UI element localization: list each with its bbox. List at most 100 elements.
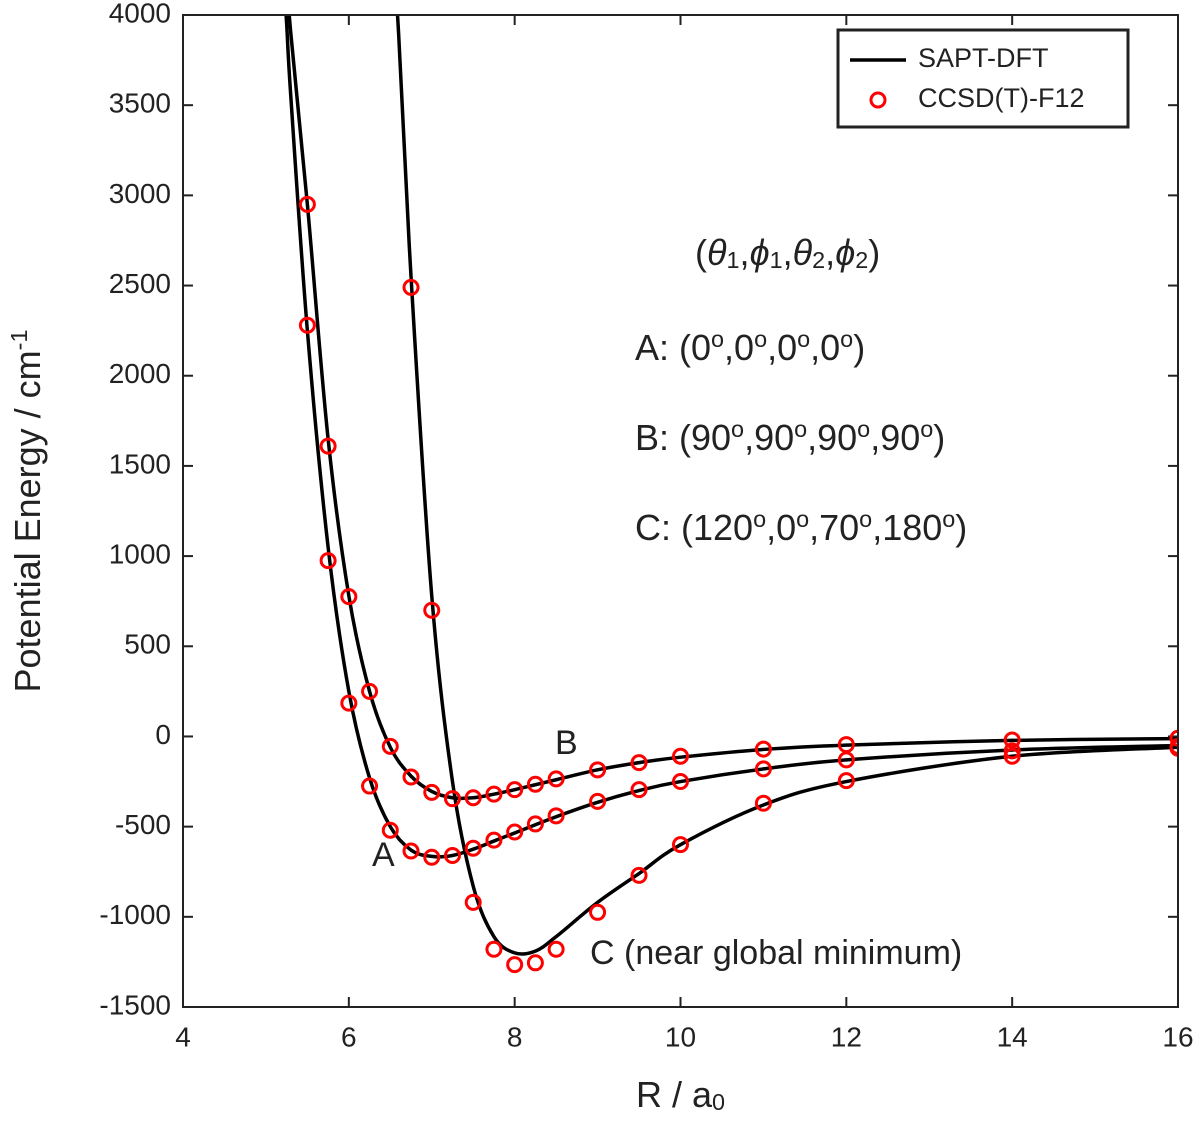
text-part: o [859, 506, 872, 532]
text-part: θ [707, 232, 727, 273]
marker [630, 781, 648, 799]
marker [1169, 739, 1178, 757]
marker [672, 747, 689, 765]
marker [672, 773, 689, 791]
plot-content [284, 15, 1178, 974]
marker [1003, 747, 1021, 765]
marker [630, 754, 648, 772]
text-part: 2 [855, 247, 868, 273]
text-part: ,0 [767, 327, 797, 368]
text-part: ) [955, 507, 967, 548]
text-part: A [372, 836, 395, 874]
marker [381, 821, 399, 839]
marker [319, 552, 337, 570]
marker [361, 682, 379, 700]
marker [589, 761, 607, 779]
text-part: Potential Energy / cm [7, 350, 48, 692]
x-tick-label: 12 [831, 1021, 862, 1052]
legend-label: SAPT-DFT [918, 43, 1049, 73]
text-part: o [794, 416, 807, 442]
text-part: ,0 [810, 327, 840, 368]
marker [298, 195, 316, 213]
annotation: (θ1,ϕ1,θ2,ϕ2) [695, 232, 880, 274]
marker [547, 770, 565, 788]
marker [1003, 742, 1021, 760]
y-tick-label: 0 [155, 719, 171, 750]
marker [464, 789, 482, 807]
marker [402, 768, 420, 786]
curve [284, 15, 1178, 859]
annotation: B: (90o,90o,90o,90o) [635, 416, 945, 458]
text-part: B: (90 [635, 417, 731, 458]
marker [1003, 731, 1021, 749]
marker [485, 831, 503, 849]
text-part: o [942, 506, 955, 532]
text-part: ( [695, 232, 707, 273]
text-part: θ [793, 232, 813, 273]
marker [423, 601, 441, 619]
legend-marker [869, 91, 887, 109]
y-tick-label: 3500 [109, 88, 171, 119]
y-tick-label: 1000 [109, 538, 171, 569]
y-tick-label: 500 [124, 629, 171, 660]
marker [340, 588, 358, 606]
text-part: , [740, 232, 750, 273]
text-part: o [920, 416, 933, 442]
y-tick-label: 3000 [109, 178, 171, 209]
marker [630, 866, 648, 884]
y-axis-label: Potential Energy / cm-1 [6, 330, 48, 693]
marker [526, 775, 544, 793]
text-part: o [796, 506, 809, 532]
text-part: ,90 [870, 417, 920, 458]
text-part: ϕ [750, 232, 770, 273]
text-part: ,90 [744, 417, 794, 458]
x-tick-label: 10 [665, 1021, 696, 1052]
text-part: o [857, 416, 870, 442]
y-tick-label: -500 [115, 809, 171, 840]
text-part: ,0 [724, 327, 754, 368]
marker [464, 893, 482, 911]
y-tick-label: -1500 [99, 989, 171, 1020]
annotation: C (near global minimum) [590, 934, 962, 972]
marker [381, 737, 399, 755]
legend-label: CCSD(T)-F12 [918, 83, 1085, 113]
marker [506, 823, 524, 841]
text-part: -1 [6, 330, 32, 351]
text-part: C (near global minimum) [590, 934, 962, 972]
text-part: , [825, 232, 835, 273]
marker [402, 842, 420, 860]
x-tick-label: 14 [997, 1021, 1028, 1052]
text-part: o [731, 416, 744, 442]
marker [402, 278, 420, 296]
marker [547, 940, 565, 958]
text-part: 0 [712, 1089, 725, 1115]
plot-area [183, 15, 1178, 1007]
marker [837, 736, 855, 754]
marker [526, 954, 544, 972]
y-tick-label: -1000 [99, 899, 171, 930]
y-tick-label: 4000 [109, 0, 171, 28]
text-part: ,90 [807, 417, 857, 458]
marker [837, 772, 855, 790]
text-part: 1 [770, 247, 783, 273]
text-part: ,0 [766, 507, 796, 548]
marker [443, 846, 461, 864]
marker [423, 783, 441, 801]
annotation: A [372, 836, 395, 874]
text-part: B [555, 724, 578, 762]
x-tick-label: 16 [1162, 1021, 1193, 1052]
text-part: ) [853, 327, 865, 368]
marker [589, 903, 607, 921]
x-tick-label: 6 [341, 1021, 357, 1052]
text-part: o [754, 326, 767, 352]
x-tick-label: 4 [175, 1021, 191, 1052]
legend-box [836, 28, 1130, 129]
annotation: C: (120o,0o,70o,180o) [635, 506, 967, 548]
marker [443, 790, 461, 808]
marker [754, 760, 772, 778]
marker [361, 777, 379, 795]
marker [340, 694, 358, 712]
marker [423, 848, 441, 866]
text-part: ,70 [809, 507, 859, 548]
